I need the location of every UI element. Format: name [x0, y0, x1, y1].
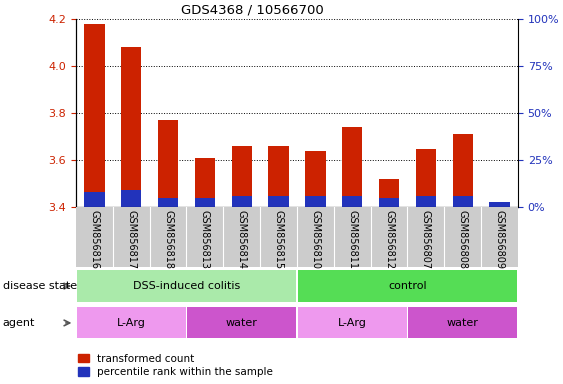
Legend: transformed count, percentile rank within the sample: transformed count, percentile rank withi…	[78, 354, 273, 377]
Text: GSM856812: GSM856812	[384, 210, 394, 270]
Bar	[415, 196, 436, 207]
FancyBboxPatch shape	[408, 307, 517, 338]
Title: GDS4368 / 10566700: GDS4368 / 10566700	[181, 3, 324, 17]
Bar	[379, 179, 399, 207]
Bar	[158, 120, 178, 207]
Bar	[489, 205, 510, 207]
Text: GSM856808: GSM856808	[458, 210, 468, 269]
Bar	[489, 202, 510, 207]
FancyBboxPatch shape	[298, 307, 406, 338]
Text: L-Arg: L-Arg	[117, 318, 146, 328]
Text: GSM856807: GSM856807	[421, 210, 431, 270]
Bar	[158, 198, 178, 207]
Bar	[84, 192, 105, 207]
Text: GSM856811: GSM856811	[347, 210, 358, 269]
Bar	[305, 196, 325, 207]
Bar	[415, 149, 436, 207]
Text: L-Arg: L-Arg	[338, 318, 367, 328]
Bar	[195, 158, 215, 207]
Bar	[453, 196, 473, 207]
FancyBboxPatch shape	[187, 307, 296, 338]
Text: GSM856816: GSM856816	[90, 210, 100, 269]
Text: GSM856815: GSM856815	[274, 210, 284, 270]
FancyBboxPatch shape	[298, 270, 517, 302]
Bar	[342, 196, 363, 207]
Bar	[305, 151, 325, 207]
FancyBboxPatch shape	[77, 307, 186, 338]
Text: water: water	[226, 318, 258, 328]
Text: DSS-induced colitis: DSS-induced colitis	[133, 281, 240, 291]
Text: GSM856818: GSM856818	[163, 210, 173, 269]
FancyBboxPatch shape	[77, 270, 296, 302]
Bar	[231, 196, 252, 207]
Text: control: control	[388, 281, 427, 291]
Bar	[269, 196, 289, 207]
Text: GSM856813: GSM856813	[200, 210, 210, 269]
Bar	[269, 146, 289, 207]
Bar	[379, 198, 399, 207]
Text: agent: agent	[3, 318, 35, 328]
Text: GSM856817: GSM856817	[126, 210, 136, 270]
Bar	[121, 47, 141, 207]
Text: disease state: disease state	[3, 281, 77, 291]
Bar	[342, 127, 363, 207]
Text: water: water	[447, 318, 479, 328]
Text: GSM856810: GSM856810	[310, 210, 320, 269]
Bar	[84, 24, 105, 207]
Bar	[195, 198, 215, 207]
Bar	[453, 134, 473, 207]
Bar	[231, 146, 252, 207]
Text: GSM856814: GSM856814	[236, 210, 247, 269]
Text: GSM856809: GSM856809	[494, 210, 504, 269]
Bar	[121, 190, 141, 207]
